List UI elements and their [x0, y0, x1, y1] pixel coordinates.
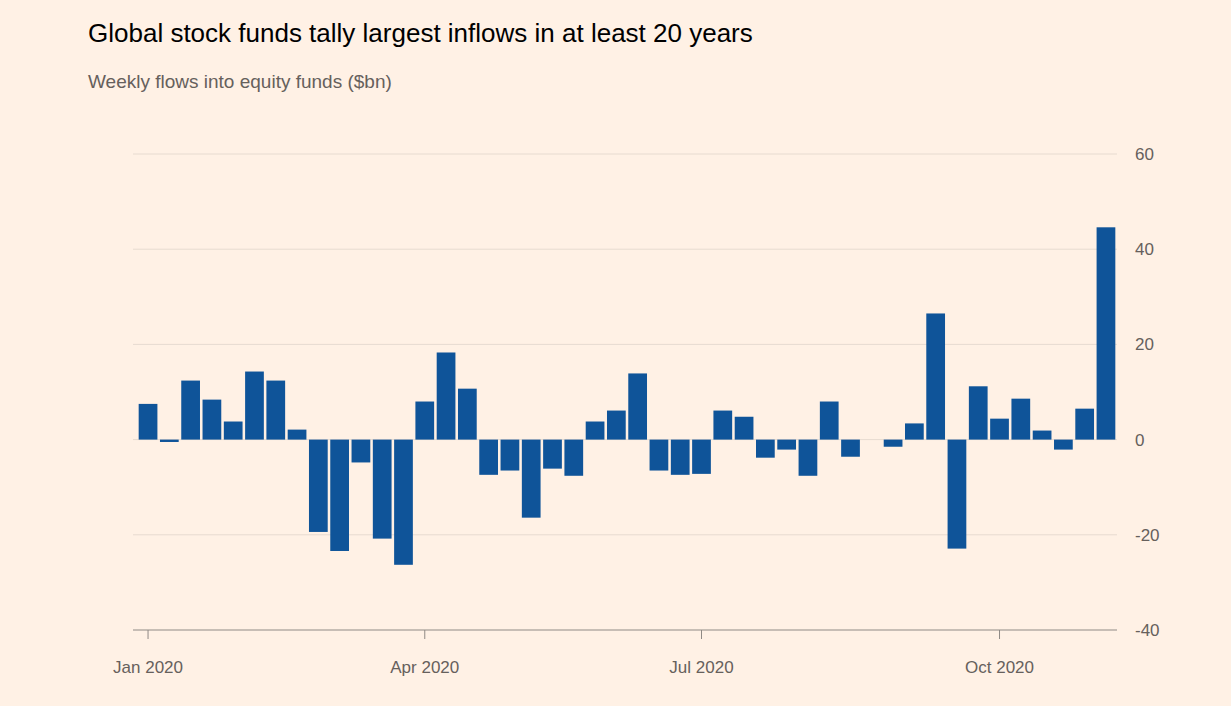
y-tick-label: 20 — [1135, 335, 1154, 354]
bar — [266, 381, 285, 440]
bar — [330, 440, 349, 551]
bar — [458, 389, 477, 440]
x-tick-label: Jul 2020 — [669, 658, 733, 677]
bar — [501, 440, 520, 471]
title: Global stock funds tally largest inflows… — [88, 18, 753, 48]
x-tick — [148, 630, 149, 639]
x-tick — [999, 630, 1000, 639]
bar — [394, 440, 413, 565]
bar — [862, 439, 881, 440]
bar — [990, 419, 1009, 440]
bar — [820, 402, 839, 440]
y-tick-label: 40 — [1135, 240, 1154, 259]
bar — [948, 440, 967, 549]
bar — [373, 440, 392, 539]
chart: Global stock funds tally largest inflows… — [0, 0, 1231, 706]
x-tick-label: Jan 2020 — [113, 658, 183, 677]
bar — [1075, 409, 1094, 440]
bar — [1033, 431, 1052, 440]
bar — [905, 423, 924, 439]
bar — [479, 440, 498, 475]
bar — [926, 313, 945, 439]
x-tick-label: Oct 2020 — [965, 658, 1034, 677]
bar — [203, 400, 222, 440]
grid-line — [133, 344, 1117, 345]
bar — [735, 417, 754, 440]
bar — [288, 430, 307, 440]
bar — [777, 440, 796, 450]
bar — [586, 422, 605, 440]
bar — [650, 440, 669, 471]
bars — [139, 227, 1116, 564]
bar — [607, 411, 626, 440]
bar — [245, 372, 264, 440]
x-tick — [424, 630, 425, 639]
bar — [799, 440, 818, 476]
bar — [160, 440, 179, 442]
bar — [841, 440, 860, 457]
grid-line — [133, 154, 1117, 155]
bar — [415, 402, 434, 440]
grid-line — [133, 534, 1117, 535]
bar — [224, 422, 243, 440]
subtitle: Weekly flows into equity funds ($bn) — [88, 71, 392, 92]
bar — [713, 411, 732, 440]
y-tick-label: 60 — [1135, 145, 1154, 164]
bar — [1054, 440, 1073, 450]
bar — [884, 440, 903, 447]
bar — [352, 440, 371, 463]
grid-line — [133, 630, 1117, 631]
y-tick-label: -40 — [1135, 621, 1160, 640]
bar — [309, 440, 328, 532]
x-tick-label: Apr 2020 — [390, 658, 459, 677]
bar — [1097, 227, 1116, 439]
bar — [692, 440, 711, 474]
bar — [139, 404, 158, 440]
y-tick-label: 0 — [1135, 431, 1144, 450]
background — [0, 0, 1231, 706]
x-tick — [701, 630, 702, 639]
bar — [522, 440, 541, 518]
y-tick-label: -20 — [1135, 526, 1160, 545]
grid-line — [133, 249, 1117, 250]
bar — [564, 440, 583, 476]
bar — [969, 386, 988, 439]
bar — [1011, 399, 1030, 440]
bar — [628, 373, 647, 439]
bar — [756, 440, 775, 458]
bar — [543, 440, 562, 469]
bar — [437, 352, 456, 439]
bar — [181, 381, 200, 440]
bar — [671, 440, 690, 475]
